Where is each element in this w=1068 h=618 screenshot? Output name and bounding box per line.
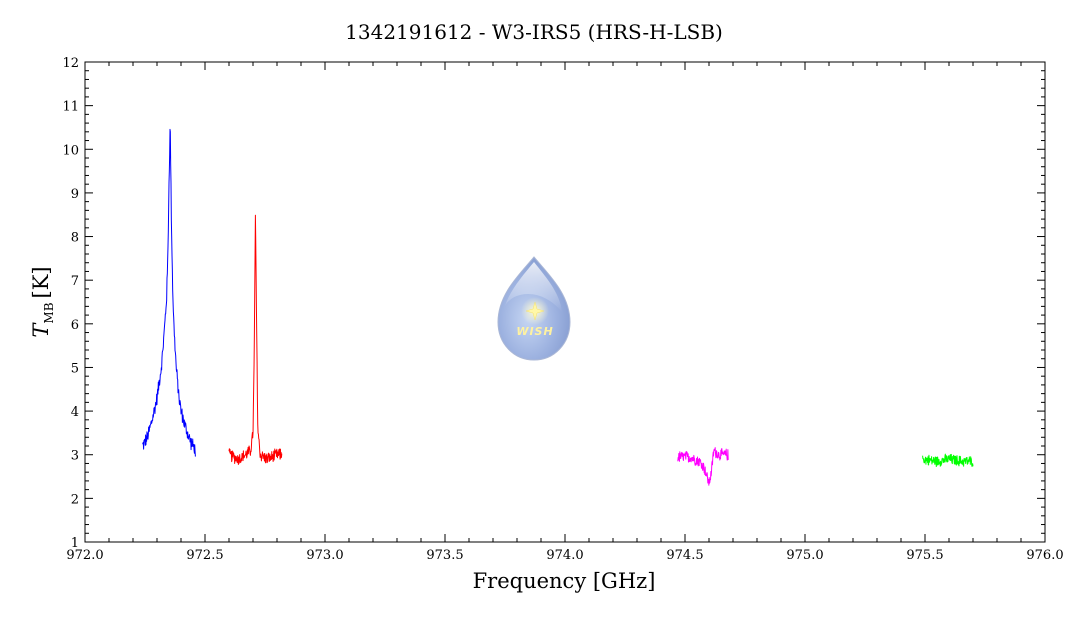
- wish-logo: WISH: [497, 256, 571, 361]
- x-tick-label: 973.5: [426, 548, 463, 563]
- series-layer: [142, 128, 974, 486]
- y-axis-title-subscript: MB: [42, 302, 56, 323]
- x-tick-label: 976.0: [1026, 548, 1063, 563]
- y-tick-label: 12: [62, 56, 79, 71]
- y-tick-label: 11: [62, 100, 79, 115]
- y-axis-title-symbol: T: [29, 322, 53, 338]
- y-tick-label: 10: [62, 143, 79, 158]
- y-tick-label: 1: [71, 536, 79, 551]
- y-axis-title: TMB [K]: [29, 266, 56, 337]
- x-axis-tick-labels: 972.0 972.5 973.0 973.5 974.0 974.5 975.0 975.5…: [66, 548, 1063, 563]
- svg-text:TMB[K]: TMB [K]: [29, 266, 56, 337]
- x-tick-label: 973.0: [306, 548, 343, 563]
- chart-title: 1342191612 - W3-IRS5 (HRS-H-LSB): [345, 20, 723, 44]
- series-line-1: [142, 128, 196, 457]
- series-line-3: [677, 447, 729, 486]
- x-tick-label: 972.5: [186, 548, 223, 563]
- x-tick-label: 975.0: [786, 548, 823, 563]
- series-line-2: [228, 214, 283, 465]
- series-line-4: [922, 453, 974, 468]
- y-tick-label: 8: [71, 231, 79, 246]
- logo-text: WISH: [516, 325, 553, 338]
- y-tick-label: 3: [71, 449, 79, 464]
- y-tick-label: 5: [71, 361, 79, 376]
- x-tick-label: 974.5: [666, 548, 703, 563]
- drop-highlight: [505, 262, 562, 312]
- y-tick-label: 4: [71, 405, 79, 420]
- y-tick-label: 9: [71, 187, 79, 202]
- star-icon: [525, 301, 545, 321]
- y-tick-label: 6: [71, 318, 79, 333]
- x-axis-title: Frequency [GHz]: [473, 569, 656, 593]
- x-tick-label: 975.5: [906, 548, 943, 563]
- x-tick-label: 974.0: [546, 548, 583, 563]
- y-axis-title-unit: [K]: [29, 266, 53, 298]
- y-axis-ticks: [85, 61, 1045, 543]
- y-tick-label: 7: [71, 274, 79, 289]
- y-tick-label: 2: [71, 492, 79, 507]
- x-tick-label: 972.0: [66, 548, 103, 563]
- x-axis-ticks: [84, 62, 1046, 542]
